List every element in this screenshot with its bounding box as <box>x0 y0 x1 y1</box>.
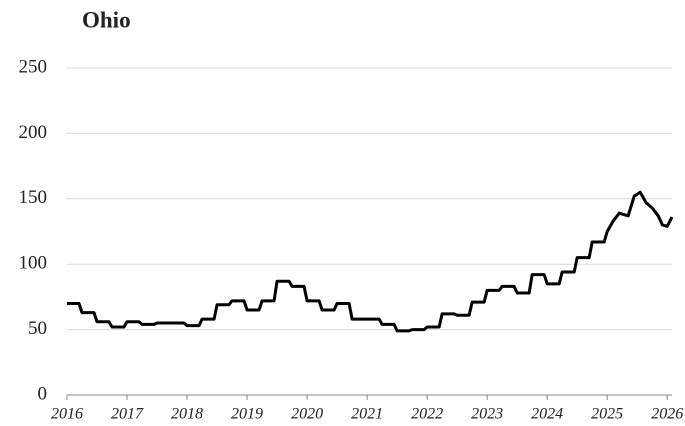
x-tick-label: 2016 <box>51 406 83 423</box>
x-tick-label: 2021 <box>351 406 383 423</box>
x-tick-label: 2026 <box>651 406 683 423</box>
y-tick-label: 0 <box>38 383 48 404</box>
y-tick-label: 100 <box>19 253 48 274</box>
y-tick-label: 250 <box>19 56 48 77</box>
y-tick-label: 150 <box>19 187 48 208</box>
x-tick-label: 2018 <box>171 406 203 423</box>
x-tick-label: 2017 <box>111 406 144 423</box>
x-tick-label: 2024 <box>531 406 563 423</box>
chart-title: Ohio <box>82 7 131 32</box>
x-tick-label: 2022 <box>411 406 443 423</box>
x-tick-label: 2020 <box>291 406 323 423</box>
y-tick-label: 50 <box>28 318 47 339</box>
x-tick-label: 2019 <box>231 406 263 423</box>
data-line <box>67 190 674 333</box>
y-tick-label: 200 <box>19 122 48 143</box>
x-tick-label: 2023 <box>471 406 503 423</box>
x-tick-label: 2025 <box>591 406 623 423</box>
